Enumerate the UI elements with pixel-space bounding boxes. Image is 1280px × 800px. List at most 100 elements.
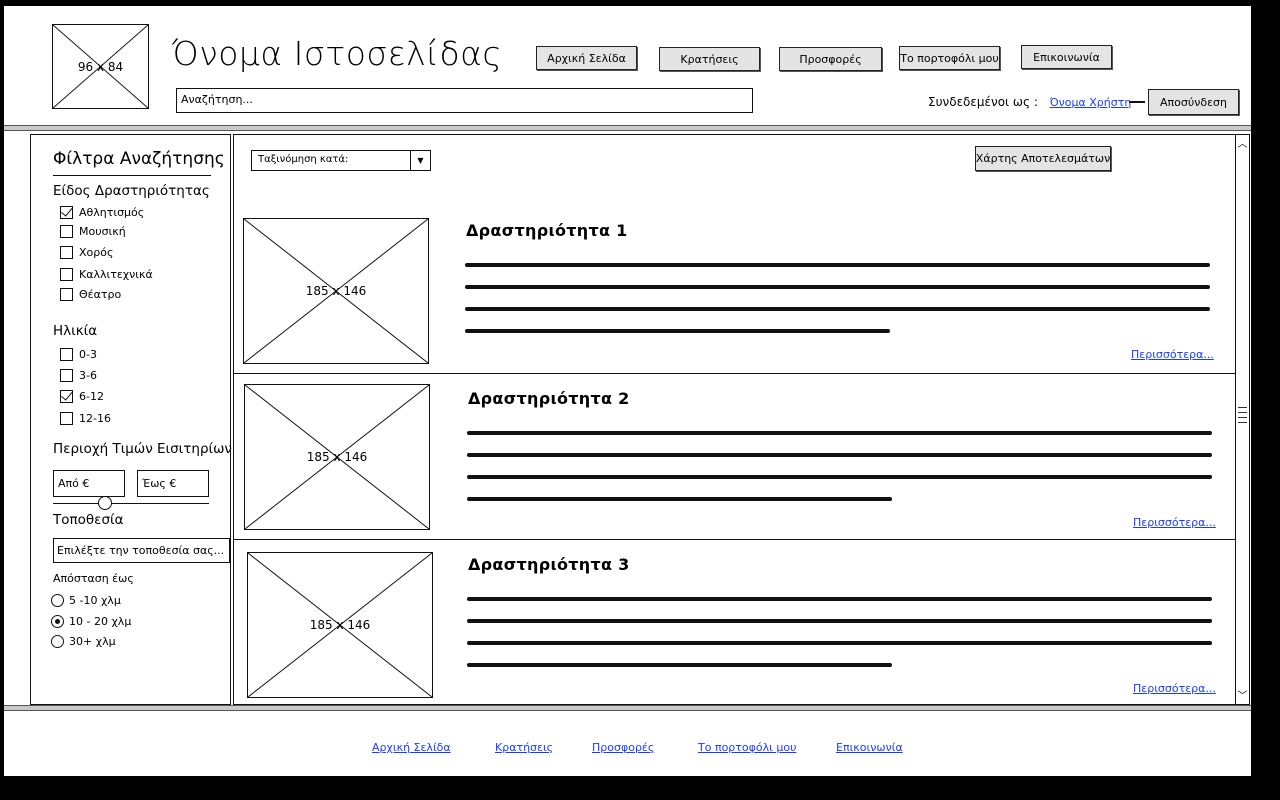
more-link[interactable]: Περισσότερα... (1133, 682, 1216, 695)
radio-button[interactable] (51, 594, 64, 607)
radio-button[interactable] (51, 615, 64, 628)
site-title: Όνομα Ιστοσελίδας (172, 34, 503, 73)
nav-button-home[interactable]: Αρχική Σελίδα (536, 46, 637, 70)
text-placeholder-line (465, 263, 1210, 267)
checkbox[interactable] (60, 246, 73, 259)
checkbox-label: Μουσική (79, 225, 126, 238)
text-placeholder-line (467, 641, 1212, 645)
search-input[interactable]: Αναζήτηση... (176, 88, 753, 113)
dropdown-arrow-icon[interactable]: ▼ (410, 151, 430, 170)
text-placeholder-line (467, 475, 1212, 479)
checkbox-row-dance[interactable]: Χορός (60, 246, 113, 259)
scroll-down-icon[interactable]: ﹀ (1237, 691, 1248, 702)
checkbox-label: 12-16 (79, 412, 111, 425)
image-size-label: 185 x 146 (306, 450, 368, 464)
filters-title-underline (53, 175, 211, 176)
checkbox-label: Χορός (79, 246, 114, 259)
price-to-input[interactable]: Έως € (137, 470, 209, 497)
text-placeholder-line (465, 285, 1210, 289)
text-placeholder-line (467, 431, 1212, 435)
search-filters-panel: Φίλτρα Αναζήτησης Είδος Δραστηριότητας Α… (30, 134, 232, 705)
distance-heading: Απόσταση έως (53, 572, 134, 585)
checkbox-row-age-0-3[interactable]: 0-3 (60, 348, 97, 361)
footer: Αρχική Σελίδα Κρατήσεις Προσφορές Το πορ… (30, 713, 1251, 776)
text-placeholder-line (467, 497, 892, 501)
scroll-up-icon[interactable]: ︿ (1237, 139, 1248, 150)
price-slider-handle[interactable] (98, 496, 112, 510)
logo-placeholder: 96 x 84 (52, 24, 149, 109)
nav-button-bookings[interactable]: Κρατήσεις (659, 47, 760, 71)
radio-row-30-plus[interactable]: 30+ χλμ (51, 635, 116, 648)
text-placeholder-line (467, 453, 1212, 457)
logout-button[interactable]: Αποσύνδεση (1148, 89, 1239, 115)
more-link[interactable]: Περισσότερα... (1131, 348, 1214, 361)
checkbox[interactable] (60, 412, 73, 425)
sort-dropdown[interactable]: Ταξινόμηση κατά: ▼ (251, 150, 431, 171)
radio-button[interactable] (51, 635, 64, 648)
page: 96 x 84 Όνομα Ιστοσελίδας Αρχική Σελίδα … (4, 6, 1251, 776)
header-divider (4, 125, 1251, 131)
radio-row-5-10[interactable]: 5 -10 χλμ (51, 594, 121, 607)
checkbox-label: Θέατρο (79, 288, 122, 301)
footer-link-home[interactable]: Αρχική Σελίδα (372, 741, 451, 754)
radio-label: 30+ χλμ (69, 635, 116, 648)
nav-button-wallet[interactable]: Το πορτοφόλι μου (899, 46, 1000, 70)
filters-title: Φίλτρα Αναζήτησης (53, 149, 225, 169)
results-map-button[interactable]: Χάρτης Αποτελεσμάτων (975, 146, 1111, 171)
checkbox-label: 0-3 (79, 348, 97, 361)
footer-link-contact[interactable]: Επικοινωνία (836, 741, 903, 754)
checkbox-row-sports[interactable]: Αθλητισμός (60, 206, 144, 219)
checkbox-row-theatre[interactable]: Θέατρο (60, 288, 121, 301)
checkbox-label: 3-6 (79, 369, 97, 382)
location-heading: Τοποθεσία (53, 512, 124, 528)
checkbox-label: Καλλιτεχνικά (79, 268, 153, 281)
location-input[interactable]: Επιλέξτε την τοποθεσία σας... | (53, 538, 230, 563)
checkbox[interactable] (60, 369, 73, 382)
checkbox-label: Αθλητισμός (79, 206, 145, 219)
checkbox[interactable] (60, 268, 73, 281)
checkbox-row-age-3-6[interactable]: 3-6 (60, 369, 97, 382)
footer-link-wallet[interactable]: Το πορτοφόλι μου (698, 741, 797, 754)
activity-title[interactable]: Δραστηριότητα 2 (468, 389, 630, 408)
scroll-grip-icon[interactable] (1238, 407, 1247, 408)
result-divider (234, 373, 1235, 374)
activity-title[interactable]: Δραστηριότητα 1 (466, 221, 628, 240)
text-placeholder-line (465, 329, 890, 333)
text-placeholder-line (467, 597, 1212, 601)
activity-image-placeholder: 185 x 146 (244, 384, 430, 530)
text-placeholder-line (465, 307, 1210, 311)
footer-link-bookings[interactable]: Κρατήσεις (495, 741, 554, 754)
checkbox[interactable] (60, 225, 73, 238)
image-size-label: 185 x 146 (309, 618, 371, 632)
checkbox-row-age-12-16[interactable]: 12-16 (60, 412, 111, 425)
price-from-input[interactable]: Από € (53, 470, 125, 497)
result-divider (234, 539, 1235, 540)
nav-button-offers[interactable]: Προσφορές (779, 47, 882, 71)
checkbox[interactable] (60, 348, 73, 361)
activity-image-placeholder: 185 x 146 (243, 218, 429, 364)
more-link[interactable]: Περισσότερα... (1133, 516, 1216, 529)
activity-title[interactable]: Δραστηριότητα 3 (468, 555, 630, 574)
price-slider-track (53, 503, 209, 504)
footer-link-offers[interactable]: Προσφορές (592, 741, 655, 754)
nav-button-contact[interactable]: Επικοινωνία (1021, 45, 1112, 69)
activity-image-placeholder: 185 x 146 (247, 552, 433, 698)
image-size-label: 185 x 146 (305, 284, 367, 298)
sort-label: Ταξινόμηση κατά: (258, 154, 349, 165)
radio-label: 10 - 20 χλμ (69, 615, 132, 628)
text-placeholder-line (467, 663, 892, 667)
radio-label: 5 -10 χλμ (69, 594, 121, 607)
text-placeholder-line (467, 619, 1212, 623)
results-scrollbar[interactable]: ︿ ﹀ (1235, 135, 1249, 704)
checkbox[interactable] (60, 288, 73, 301)
logged-in-label: Συνδεδεμένοι ως : (928, 95, 1038, 109)
footer-divider (4, 705, 1251, 711)
checkbox-row-music[interactable]: Μουσική (60, 225, 126, 238)
logged-in-area: Συνδεδεμένοι ως : Όνομα Χρήστη (928, 95, 1131, 109)
radio-row-10-20[interactable]: 10 - 20 χλμ (51, 615, 131, 628)
username-link[interactable]: Όνομα Χρήστη (1049, 96, 1132, 109)
checkbox-row-arts[interactable]: Καλλιτεχνικά (60, 268, 153, 281)
checkbox[interactable] (60, 206, 73, 219)
checkbox-row-age-6-12[interactable]: 6-12 (60, 390, 104, 403)
checkbox[interactable] (60, 390, 73, 403)
